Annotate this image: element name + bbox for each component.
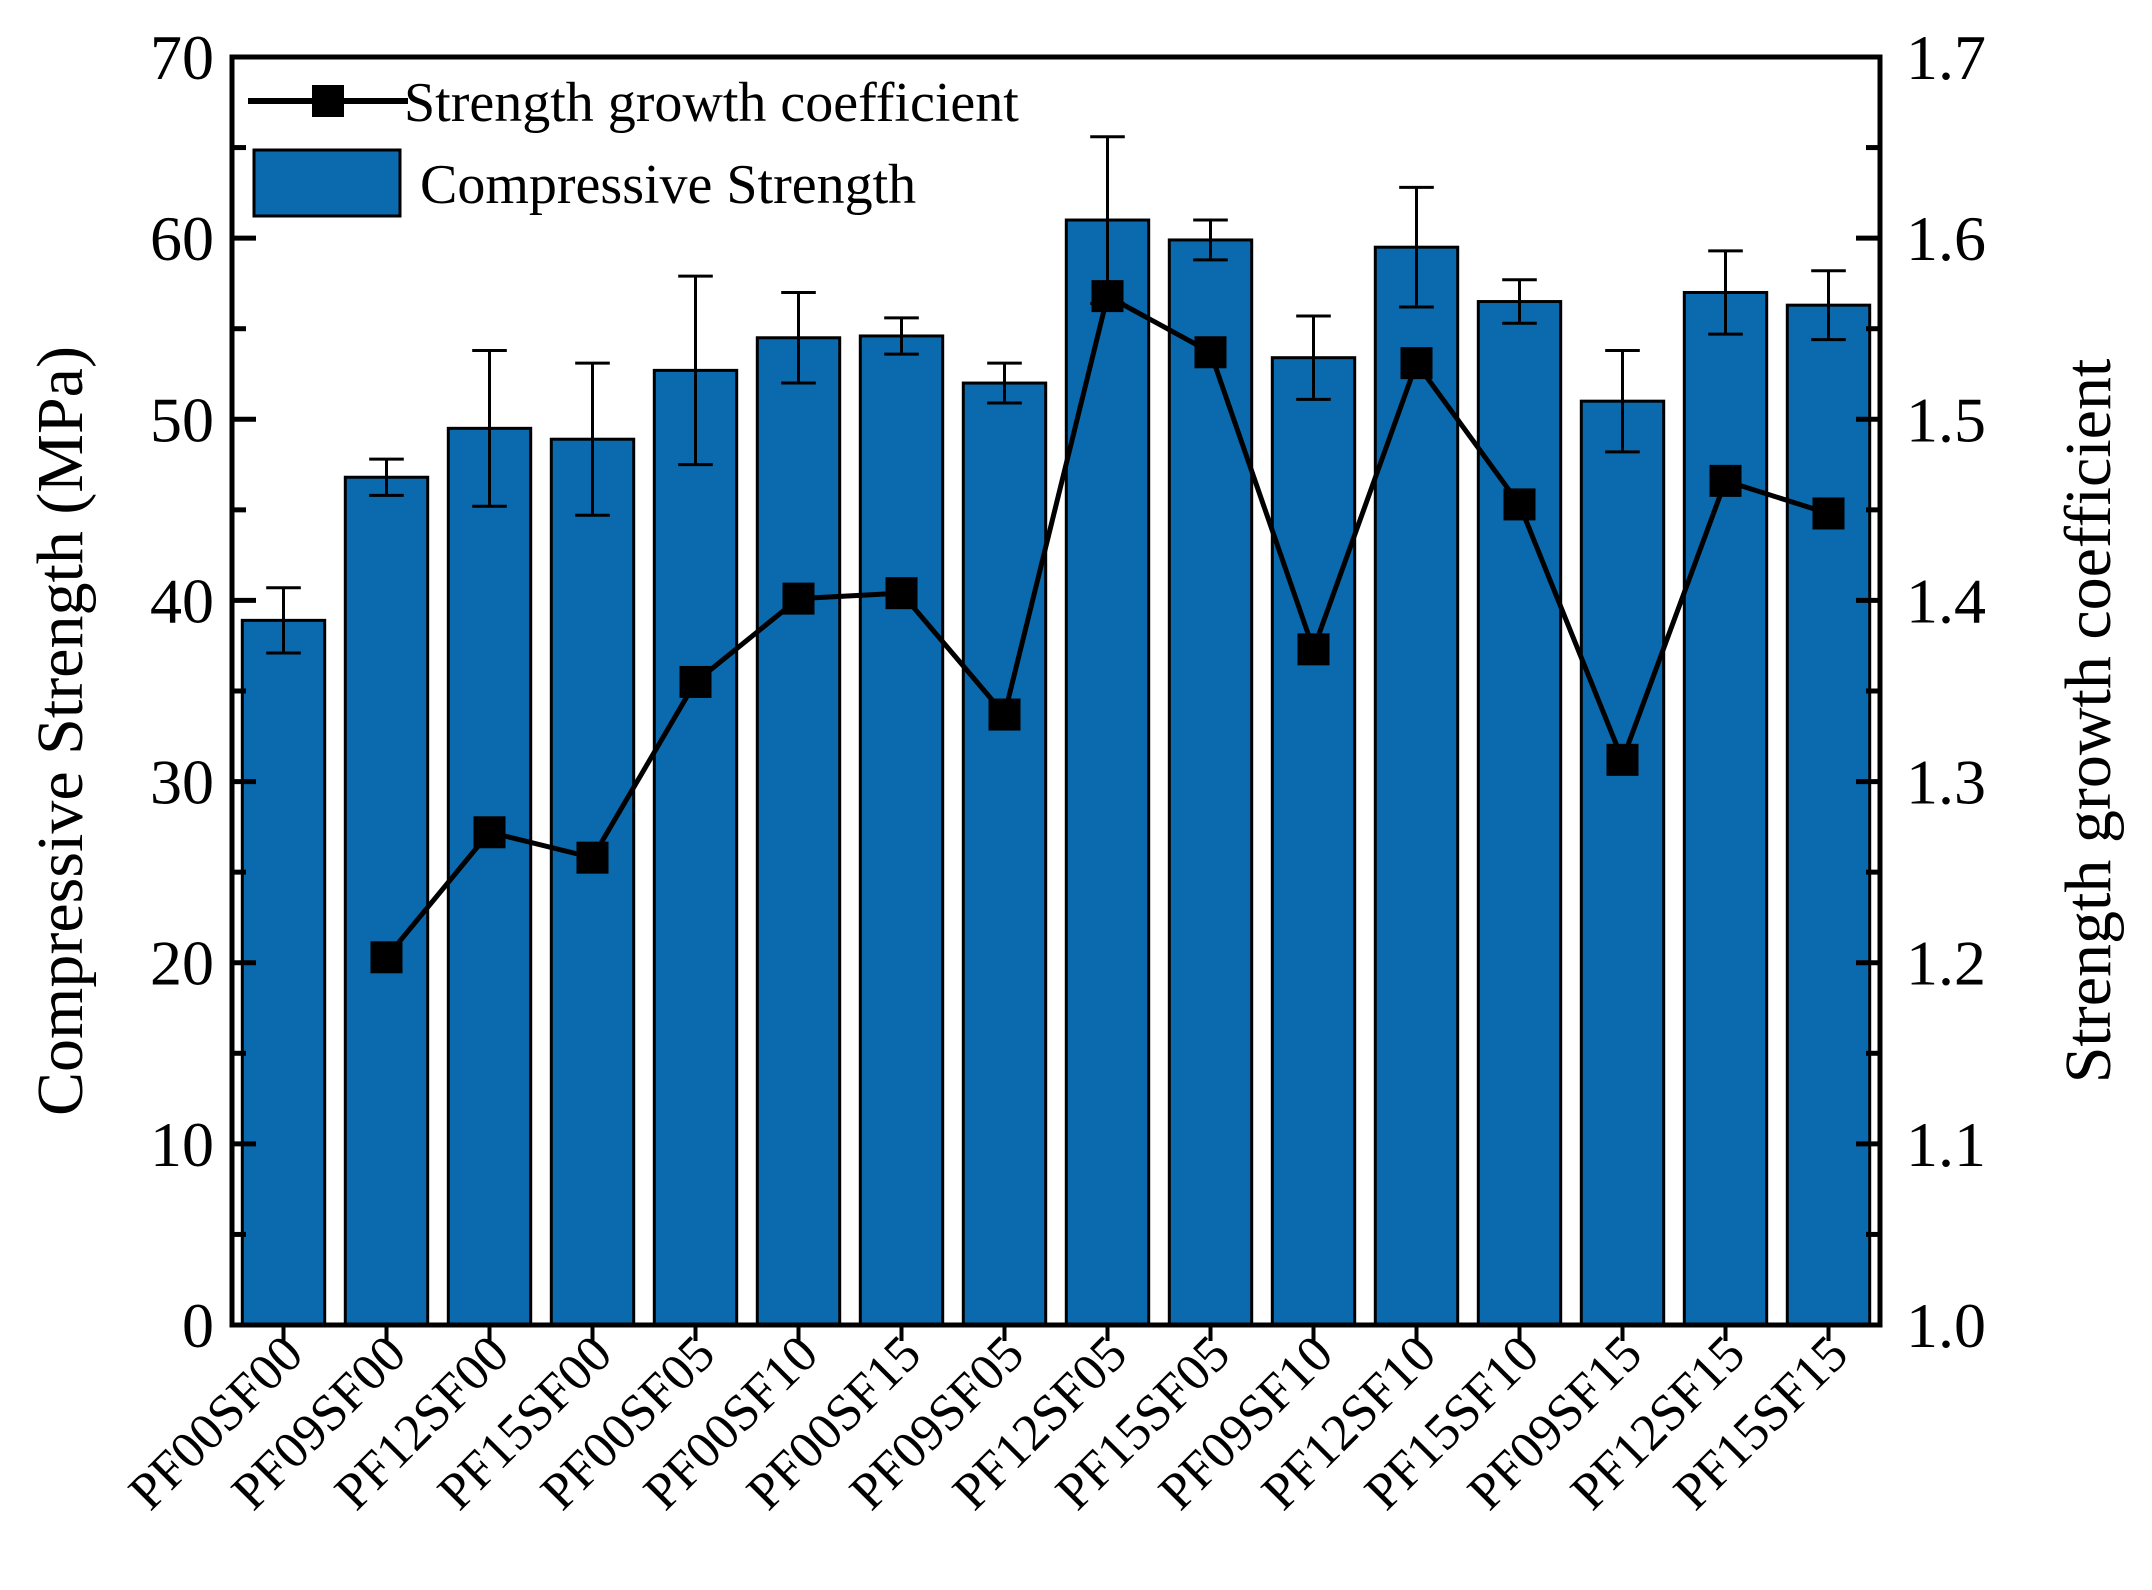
error-bar-PF15SF15 (1811, 269, 1846, 342)
error-bar-PF00SF10 (781, 290, 816, 385)
bars-layer (240, 218, 1872, 1327)
point-PF00SF10 (782, 582, 815, 615)
point-PF12SF10 (1400, 347, 1433, 380)
point-PF09SF10 (1297, 633, 1330, 666)
y-tick-label: 40 (150, 565, 214, 636)
error-bar-PF12SF00 (472, 348, 507, 508)
error-bar-PF09SF10 (1296, 314, 1331, 401)
error-bar-PF15SF05 (1193, 218, 1228, 262)
point-PF00SF05 (679, 665, 712, 698)
point-PF15SF05 (1194, 336, 1227, 369)
point-PF12SF05 (1091, 280, 1124, 313)
bar-PF15SF10 (1476, 300, 1563, 1327)
bar-PF12SF05 (1064, 218, 1151, 1327)
bar-PF09SF15 (1579, 399, 1666, 1327)
bar-PF15SF00 (549, 437, 636, 1327)
bar-PF00SF15 (858, 334, 945, 1327)
growth-line-layer (370, 280, 1845, 974)
bar-PF09SF05 (961, 381, 1048, 1327)
legend-label-strength: Compressive Strength (420, 154, 916, 216)
y2-tick-label: 1.7 (1906, 22, 1986, 93)
y2-tick-label: 1.4 (1906, 565, 1986, 636)
error-bar-PF15SF10 (1502, 278, 1537, 325)
bar-PF12SF00 (446, 426, 533, 1327)
bar-PF12SF15 (1682, 290, 1769, 1327)
error-bar-PF00SF15 (884, 316, 919, 356)
legend-bar-swatch (252, 148, 402, 218)
y-tick-label: 10 (150, 1109, 214, 1180)
point-PF12SF00 (473, 816, 506, 849)
point-PF15SF00 (576, 841, 609, 874)
legend-square-marker (312, 85, 344, 117)
error-bar-PF00SF00 (266, 586, 301, 655)
error-bar-PF09SF00 (369, 457, 404, 497)
y-tick-label: 20 (150, 928, 214, 999)
y-tick-label: 70 (150, 22, 214, 93)
legend: Strength growth coefficient Compressive … (248, 72, 1019, 218)
point-PF15SF10 (1503, 488, 1536, 521)
y2-axis-title: Strength growth coefficient (2052, 359, 2125, 1084)
bar-PF00SF00 (240, 618, 327, 1327)
point-PF12SF15 (1709, 464, 1742, 497)
y-tick-label: 0 (182, 1290, 214, 1361)
y2-tick-label: 1.6 (1906, 203, 1986, 274)
point-PF00SF15 (885, 577, 918, 610)
error-bar-PF12SF15 (1708, 249, 1743, 336)
bar-PF00SF05 (652, 368, 739, 1327)
y2-tick-label: 1.5 (1906, 384, 1986, 455)
y-tick-label: 60 (150, 203, 214, 274)
bar-PF09SF10 (1270, 356, 1357, 1327)
error-bar-PF09SF05 (987, 361, 1022, 405)
bar-PF00SF10 (755, 336, 842, 1327)
legend-label-growth: Strength growth coefficient (404, 72, 1019, 134)
point-PF09SF05 (988, 698, 1021, 731)
bar-PF09SF00 (343, 475, 430, 1327)
error-bar-PF00SF05 (678, 274, 713, 467)
y2-tick-label: 1.1 (1906, 1109, 1986, 1180)
error-bars-layer (266, 135, 1846, 655)
point-PF15SF15 (1812, 497, 1845, 530)
bar-PF12SF10 (1373, 245, 1460, 1327)
y-tick-label: 30 (150, 747, 214, 818)
y2-tick-label: 1.2 (1906, 928, 1986, 999)
y2-tick-label: 1.0 (1906, 1290, 1986, 1361)
bar-PF15SF05 (1167, 238, 1254, 1327)
y-axis-title: Compressive Strength (MPa) (24, 346, 97, 1116)
error-bar-PF15SF00 (575, 361, 610, 517)
point-PF09SF00 (370, 941, 403, 974)
y-tick-label: 50 (150, 384, 214, 455)
error-bar-PF12SF10 (1399, 185, 1434, 309)
point-PF09SF15 (1606, 743, 1639, 776)
y2-tick-label: 1.3 (1906, 747, 1986, 818)
bar-PF15SF15 (1785, 303, 1872, 1327)
error-bar-PF09SF15 (1605, 348, 1640, 454)
